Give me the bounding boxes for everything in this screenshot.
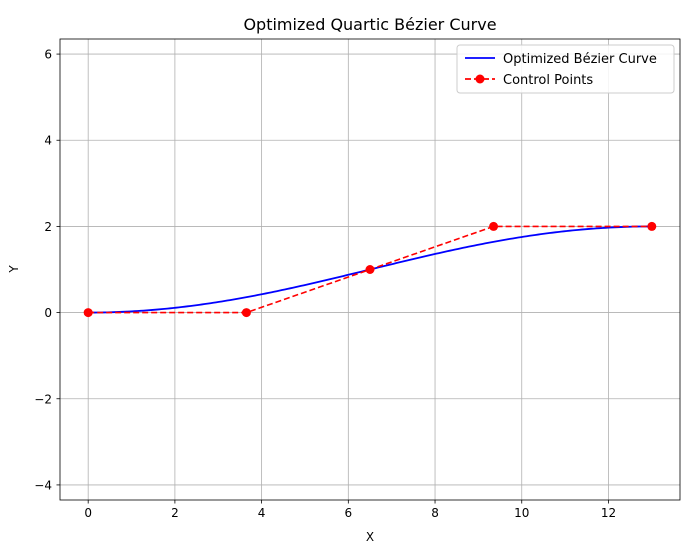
- y-tick-label: −4: [34, 478, 52, 492]
- plot-frame: [59, 38, 681, 501]
- y-tick-label: −2: [34, 392, 52, 406]
- y-tick-label: 0: [44, 306, 52, 320]
- control-point-marker: [241, 308, 251, 318]
- legend-marker-control-points: [475, 74, 485, 84]
- ticks: 0 2 4 6 8 10 12 −4 −2 0 2 4 6: [34, 48, 616, 520]
- y-tick-label: 4: [44, 134, 52, 148]
- x-tick-label: 4: [258, 506, 266, 520]
- x-tick-label: 6: [345, 506, 353, 520]
- control-point-marker: [647, 221, 657, 231]
- series-layer: [83, 221, 657, 318]
- x-tick-label: 2: [171, 506, 179, 520]
- x-tick-label: 8: [431, 506, 439, 520]
- legend-box: [456, 44, 675, 94]
- x-tick-label: 10: [514, 506, 529, 520]
- y-tick-label: 2: [44, 220, 52, 234]
- control-point-marker: [83, 308, 93, 318]
- y-axis-label: Y: [7, 265, 21, 274]
- x-axis-label: X: [366, 530, 374, 544]
- legend-label-control-points: Control Points: [503, 73, 593, 88]
- legend: Optimized Bézier Curve Control Points: [456, 44, 675, 94]
- legend-label-bezier-curve: Optimized Bézier Curve: [503, 52, 657, 67]
- chart-title: Optimized Quartic Bézier Curve: [243, 15, 496, 34]
- control-point-marker: [365, 265, 375, 274]
- y-tick-label: 6: [44, 48, 52, 62]
- x-tick-label: 0: [84, 506, 92, 520]
- control-point-marker: [489, 221, 499, 231]
- grid: [60, 39, 680, 500]
- x-tick-label: 12: [601, 506, 616, 520]
